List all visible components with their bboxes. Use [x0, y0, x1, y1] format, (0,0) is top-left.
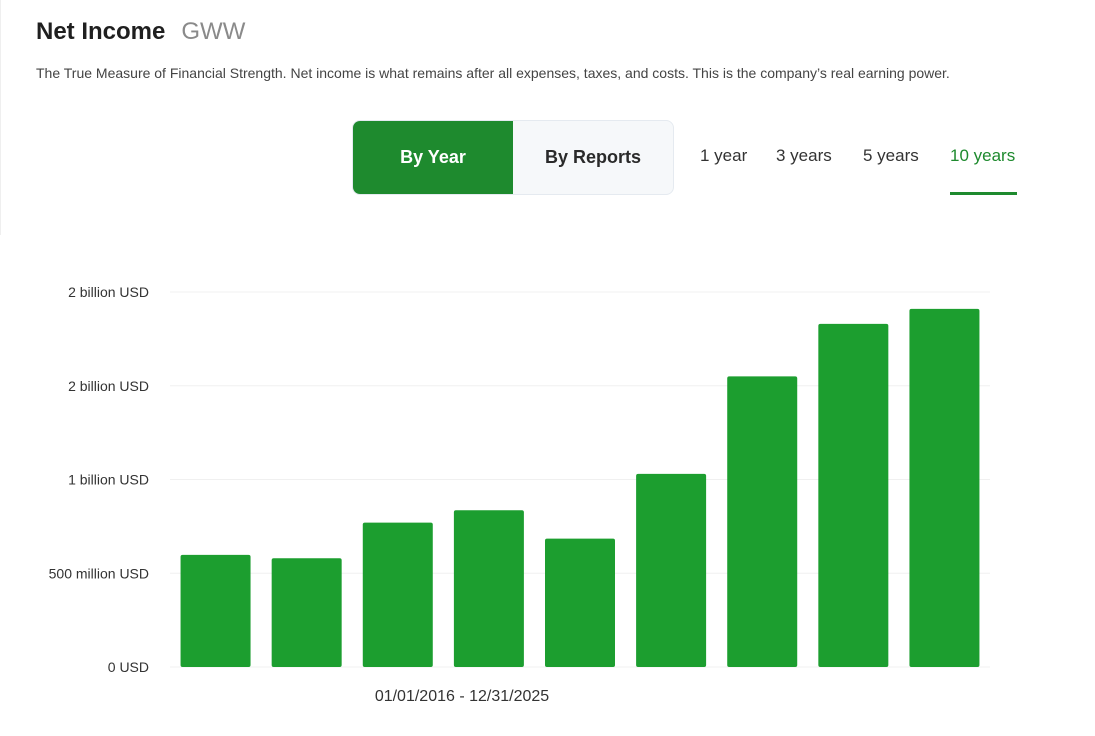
y-tick-label: 500 million USD	[49, 565, 149, 581]
tab-3-years[interactable]: 3 years	[776, 146, 832, 165]
bar[interactable]	[636, 473, 707, 667]
view-toggle: By Year By Reports	[352, 120, 674, 195]
bars	[180, 308, 980, 667]
description-text: The True Measure of Financial Strength. …	[36, 65, 950, 81]
bar[interactable]	[545, 538, 615, 667]
y-tick-label: 0 USD	[108, 659, 149, 675]
tab-1-year[interactable]: 1 year	[700, 146, 748, 165]
bar[interactable]	[180, 554, 251, 667]
title-row: Net Income GWW	[36, 18, 245, 46]
bar[interactable]	[271, 558, 342, 667]
y-tick-label: 1 billion USD	[68, 472, 149, 488]
bar[interactable]	[727, 376, 798, 667]
y-tick-label: 2 billion USD	[68, 378, 149, 394]
y-axis-ticks: 0 USD 500 million USD 1 billion USD 2 billi…	[49, 284, 149, 675]
bar[interactable]	[818, 323, 889, 667]
page-title: Net Income	[36, 18, 166, 45]
y-tick-label: 2 billion USD	[68, 284, 149, 300]
bar[interactable]	[362, 522, 433, 667]
range-tabs: 1 year 3 years 5 years 10 years	[1, 146, 1095, 196]
bar[interactable]	[909, 308, 980, 667]
by-reports-button[interactable]: By Reports	[544, 147, 642, 167]
active-tab-underline	[950, 192, 1017, 195]
tab-10-years[interactable]: 10 years	[950, 146, 1016, 165]
by-year-button[interactable]: By Year	[353, 121, 513, 194]
ticker-symbol: GWW	[181, 18, 246, 45]
net-income-card: Net Income GWW The True Measure of Finan…	[0, 0, 1095, 235]
bar[interactable]	[453, 510, 524, 667]
tab-5-years[interactable]: 5 years	[863, 146, 919, 165]
x-axis-date-range: 01/01/2016 - 12/31/2025	[375, 688, 549, 705]
net-income-bar-chart: 0 USD 500 million USD 1 billion USD 2 billi…	[49, 284, 990, 705]
